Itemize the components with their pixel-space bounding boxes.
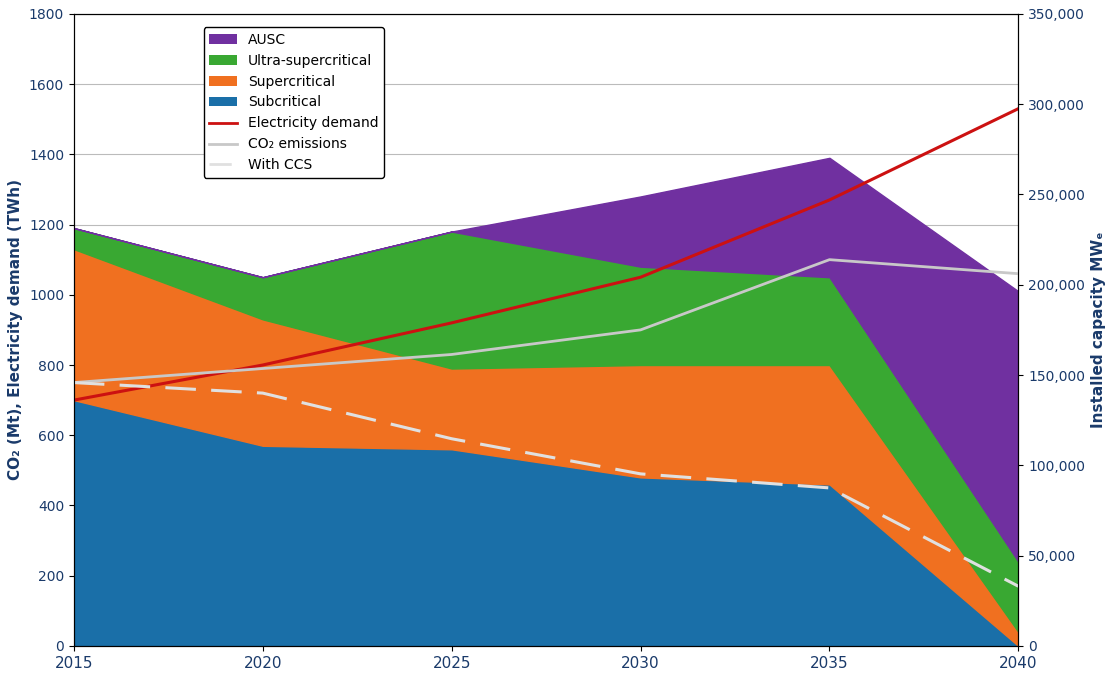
Y-axis label: Installed capacity MWₑ: Installed capacity MWₑ xyxy=(1091,232,1106,428)
Y-axis label: CO₂ (Mt), Electricity demand (TWh): CO₂ (Mt), Electricity demand (TWh) xyxy=(8,179,23,480)
Legend: AUSC, Ultra-supercritical, Supercritical, Subcritical, Electricity demand, CO₂ e: AUSC, Ultra-supercritical, Supercritical… xyxy=(204,27,384,178)
